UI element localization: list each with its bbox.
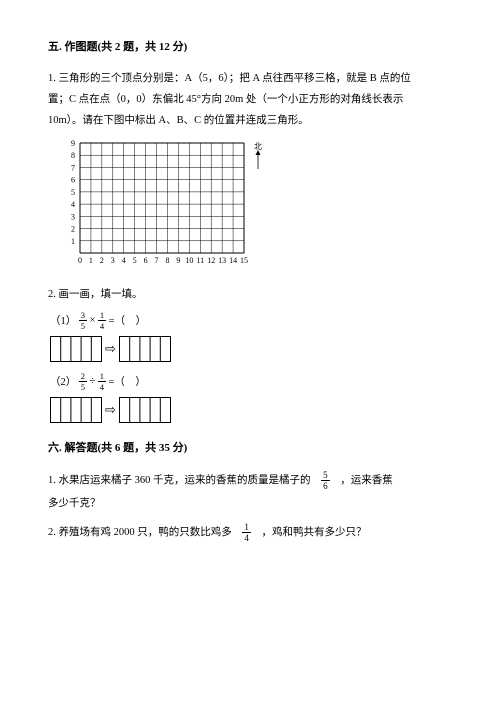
problem-5-2: 2. 画一画，填一填。: [48, 286, 452, 301]
arrow-1: ⇨: [105, 341, 116, 357]
box-pair-2: ⇨: [50, 397, 452, 423]
svg-text:2: 2: [100, 256, 104, 265]
equation-2: （2） 2 5 ÷ 1 4 =（ ）: [50, 372, 452, 391]
svg-text:7: 7: [155, 256, 159, 265]
svg-text:0: 0: [78, 256, 82, 265]
svg-text:3: 3: [71, 212, 75, 221]
box-2b: [119, 397, 171, 423]
p6-1-b: ，运来香蕉: [340, 475, 393, 486]
svg-text:9: 9: [71, 139, 75, 148]
svg-text:11: 11: [196, 256, 204, 265]
box-1a: [50, 336, 102, 362]
arrow-2: ⇨: [105, 402, 116, 418]
p6-2-a: 2. 养殖场有鸡 2000 只，鸭的只数比鸡多: [48, 527, 232, 538]
svg-text:4: 4: [71, 200, 75, 209]
fraction-1-4: 1 4: [98, 311, 105, 330]
svg-text:8: 8: [71, 151, 75, 160]
fraction-3-5: 3 5: [79, 311, 86, 330]
section-6-title: 六. 解答题(共 6 题，共 35 分): [48, 439, 452, 455]
svg-text:13: 13: [218, 256, 226, 265]
op-div: ÷: [90, 376, 96, 387]
svg-text:1: 1: [71, 237, 75, 246]
svg-text:8: 8: [165, 256, 169, 265]
p6-1-a: 1. 水果店运来橘子 360 千克，运来的香蕉的质量是橘子的: [48, 475, 311, 486]
svg-text:10: 10: [185, 256, 193, 265]
problem-6-2: 2. 养殖场有鸡 2000 只，鸭的只数比鸡多 1 4 ，鸡和鸭共有多少只？: [48, 521, 452, 544]
svg-text:7: 7: [71, 163, 75, 172]
p1-line2: 置；C 点在点（0，0）东偏北 45°方向 20m 处（一个小正方形的对角线长表…: [48, 94, 403, 105]
coordinate-grid: 0123456789101112131415123456789北: [62, 139, 452, 272]
fraction-1-4-wp: 1 4: [242, 523, 251, 543]
svg-text:5: 5: [133, 256, 137, 265]
svg-text:2: 2: [71, 225, 75, 234]
svg-text:4: 4: [122, 256, 126, 265]
svg-text:5: 5: [71, 188, 75, 197]
fraction-1-4b: 1 4: [98, 372, 105, 391]
box-pair-1: ⇨: [50, 336, 452, 362]
svg-text:12: 12: [207, 256, 215, 265]
op-times: ×: [90, 315, 96, 326]
svg-text:6: 6: [144, 256, 148, 265]
eq2-suffix: =（ ）: [109, 374, 146, 389]
svg-text:3: 3: [111, 256, 115, 265]
p1-line3: 10m）。请在下图中标出 A、B、C 的位置并连成三角形。: [48, 115, 309, 126]
svg-text:9: 9: [176, 256, 180, 265]
svg-text:14: 14: [229, 256, 237, 265]
svg-text:6: 6: [71, 176, 75, 185]
svg-text:15: 15: [240, 256, 248, 265]
eq1-prefix: （1）: [50, 313, 76, 328]
fraction-2-5: 2 5: [79, 372, 86, 391]
p1-line1: 1. 三角形的三个顶点分别是：A（5，6）；把 A 点往西平移三格，就是 B 点…: [48, 73, 411, 84]
p6-1-c: 多少千克？: [48, 498, 101, 509]
p6-2-b: ，鸡和鸭共有多少只？: [262, 527, 367, 538]
problem-6-1: 1. 水果店运来橘子 360 千克，运来的香蕉的质量是橘子的 5 6 ，运来香蕉…: [48, 469, 452, 515]
box-2a: [50, 397, 102, 423]
box-1b: [119, 336, 171, 362]
equation-1: （1） 3 5 × 1 4 =（ ）: [50, 311, 452, 330]
fraction-5-6: 5 6: [321, 471, 330, 491]
svg-text:1: 1: [89, 256, 93, 265]
problem-5-1: 1. 三角形的三个顶点分别是：A（5，6）；把 A 点往西平移三格，就是 B 点…: [48, 68, 452, 131]
eq1-suffix: =（ ）: [109, 313, 146, 328]
eq2-prefix: （2）: [50, 374, 76, 389]
section-5-title: 五. 作图题(共 2 题，共 12 分): [48, 38, 452, 54]
svg-text:北: 北: [254, 142, 262, 151]
